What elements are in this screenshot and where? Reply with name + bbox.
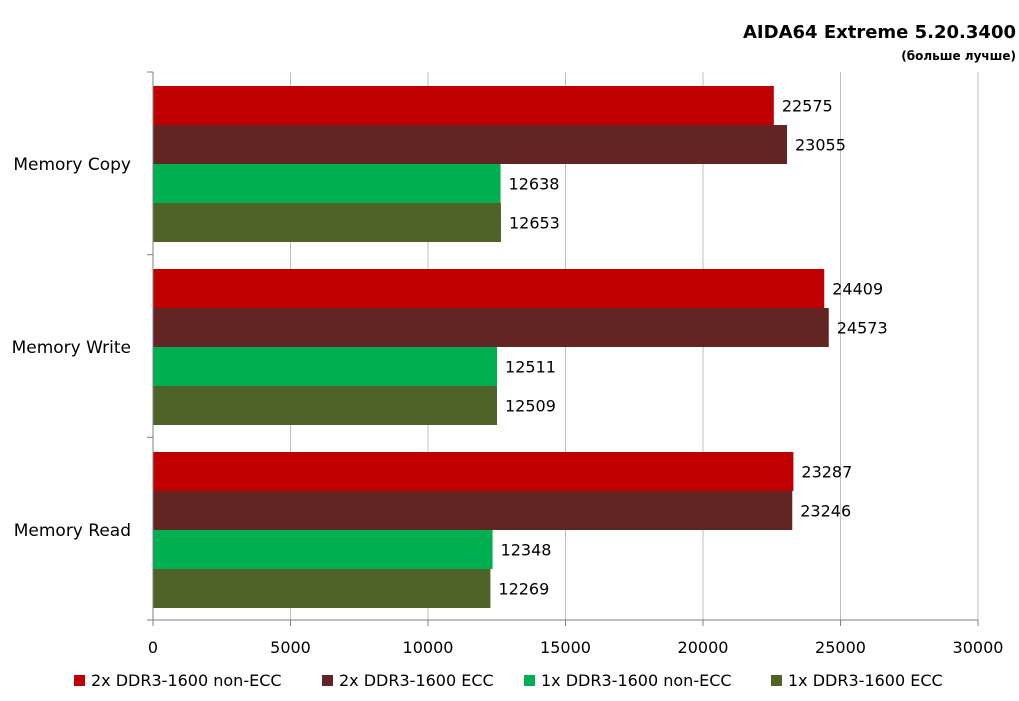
category-label-1: Memory Write bbox=[12, 338, 131, 358]
value-label-1-3: 12509 bbox=[505, 397, 556, 416]
legend-label-0: 2x DDR3-1600 non-ECC bbox=[91, 671, 282, 690]
legend-label-1: 2x DDR3-1600 ECC bbox=[339, 671, 494, 690]
value-label-2-1: 23246 bbox=[800, 502, 851, 521]
bar-2-2 bbox=[153, 530, 493, 569]
x-tick-label-20000: 20000 bbox=[678, 638, 729, 657]
category-label-0: Memory Copy bbox=[13, 155, 131, 175]
value-label-2-2: 12348 bbox=[501, 541, 552, 560]
value-label-1-0: 24409 bbox=[832, 280, 883, 299]
bar-0-3 bbox=[153, 203, 501, 242]
legend: 2x DDR3-1600 non-ECC 2x DDR3-1600 ECC 1x D… bbox=[74, 671, 943, 690]
x-tick-label-5000: 5000 bbox=[270, 638, 311, 657]
value-label-0-2: 12638 bbox=[509, 175, 560, 194]
x-tick-label-10000: 10000 bbox=[403, 638, 454, 657]
legend-swatch-2 bbox=[524, 675, 535, 686]
bar-0-0 bbox=[153, 86, 774, 125]
legend-label-2: 1x DDR3-1600 non-ECC bbox=[541, 671, 732, 690]
bar-1-3 bbox=[153, 386, 497, 425]
bar-2-3 bbox=[153, 569, 491, 608]
axes: 0 5000 10000 15000 20000 25000 30000 Memory Cop… bbox=[12, 71, 1004, 657]
legend-label-3: 1x DDR3-1600 ECC bbox=[788, 671, 943, 690]
legend-swatch-1 bbox=[322, 675, 333, 686]
value-label-2-3: 12269 bbox=[498, 580, 549, 599]
bar-2-0 bbox=[153, 452, 794, 491]
x-tick-label-30000: 30000 bbox=[953, 638, 1004, 657]
value-label-0-0: 22575 bbox=[782, 97, 833, 116]
x-tick-label-25000: 25000 bbox=[815, 638, 866, 657]
bars: 22575 23055 12638 12653 24409 24573 12511 12509… bbox=[153, 86, 888, 608]
bar-1-1 bbox=[153, 308, 829, 347]
category-label-2: Memory Read bbox=[14, 521, 131, 541]
legend-swatch-3 bbox=[771, 675, 782, 686]
legend-swatch-0 bbox=[74, 675, 85, 686]
value-label-2-0: 23287 bbox=[801, 463, 852, 482]
value-label-1-2: 12511 bbox=[505, 358, 556, 377]
chart-title: AIDA64 Extreme 5.20.3400 bbox=[743, 22, 1016, 43]
x-tick-label-15000: 15000 bbox=[540, 638, 591, 657]
bar-1-0 bbox=[153, 269, 825, 308]
bar-0-2 bbox=[153, 164, 501, 203]
bar-2-1 bbox=[153, 491, 793, 530]
chart-subtitle: (больше лучше) bbox=[901, 49, 1016, 63]
bar-0-1 bbox=[153, 125, 788, 164]
value-label-0-1: 23055 bbox=[795, 136, 846, 155]
bar-1-2 bbox=[153, 347, 498, 386]
value-label-0-3: 12653 bbox=[509, 214, 560, 233]
x-tick-label-0: 0 bbox=[148, 638, 158, 657]
value-label-1-1: 24573 bbox=[837, 319, 888, 338]
